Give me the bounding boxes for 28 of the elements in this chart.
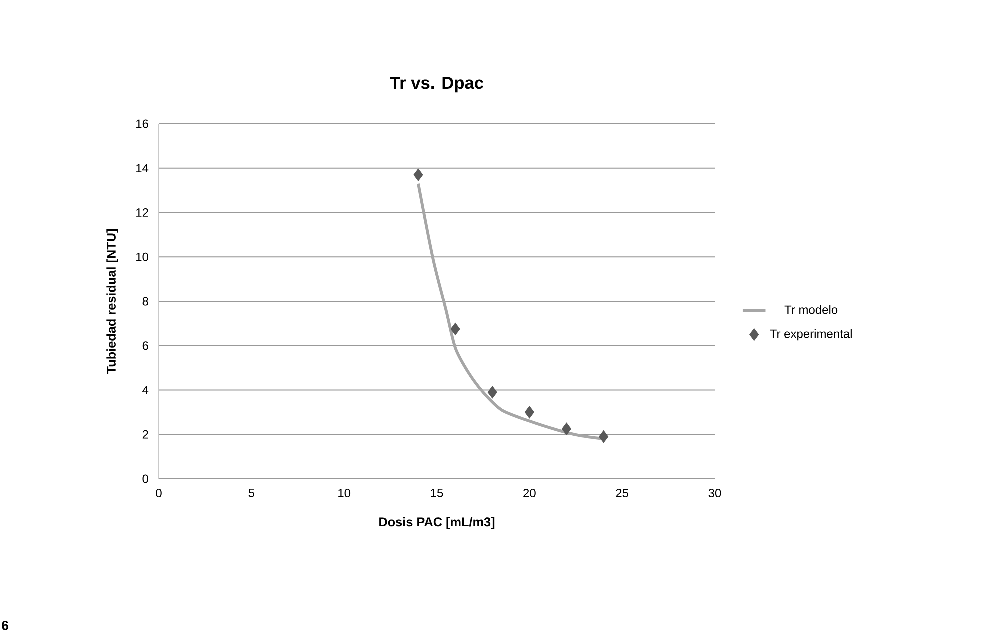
point — [450, 322, 460, 336]
legend-label: Tr experimental — [770, 329, 852, 341]
x-tick-label: 30 — [708, 489, 722, 498]
x-axis-title: Dosis PAC [mL/m3] — [380, 517, 495, 530]
x-tick-label: 25 — [616, 489, 628, 498]
y-axis-title: Tubiedad residual [NTU] — [106, 229, 118, 374]
y-tick-label: 14 — [136, 164, 149, 172]
y-tick-label: 0 — [142, 474, 148, 484]
point — [524, 406, 534, 419]
y-tick-label: 10 — [136, 252, 148, 262]
legend-label: Tr modelo — [784, 305, 838, 314]
x-tick-label: 10 — [338, 489, 351, 498]
y-tick-label: 2 — [142, 430, 148, 439]
y-tick-label: 4 — [142, 386, 149, 394]
y-tick-label: 12 — [136, 208, 148, 217]
x-tick-label: 15 — [431, 489, 444, 498]
point — [599, 430, 609, 444]
y-tick-label: 8 — [142, 297, 148, 306]
text: 6 — [2, 620, 9, 630]
x-tick-label: 5 — [248, 489, 255, 498]
x-tick-label: 20 — [524, 489, 536, 498]
x-tick-label: 0 — [156, 489, 162, 498]
point — [488, 386, 498, 399]
chart-title: Tr vs. Dpac — [390, 77, 484, 93]
y-tick-label: 6 — [142, 342, 148, 350]
y-tick-label: 16 — [136, 120, 148, 128]
point — [562, 422, 572, 436]
point — [414, 168, 424, 182]
